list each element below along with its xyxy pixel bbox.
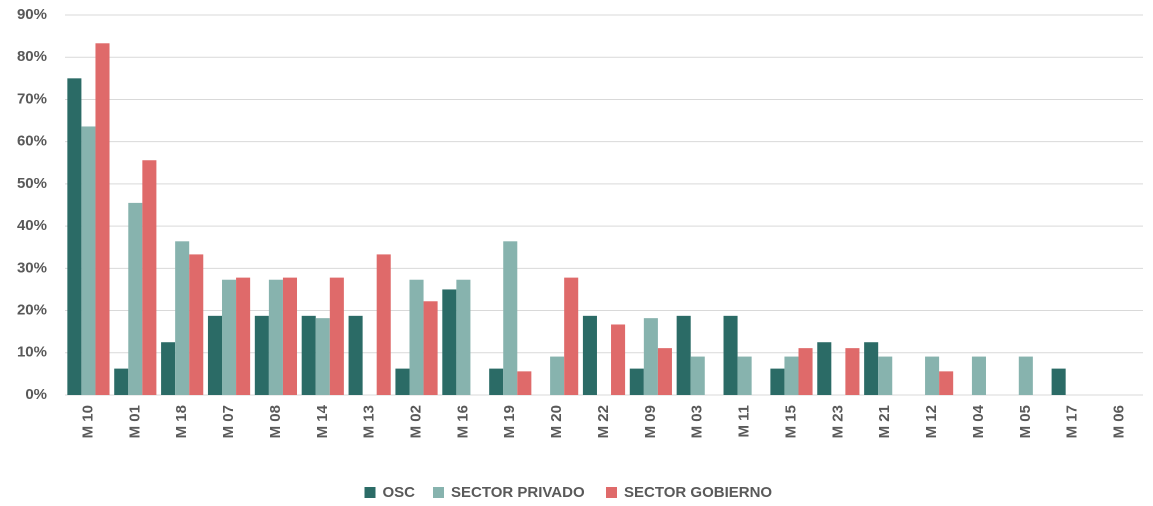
x-tick-label: M 12: [923, 405, 940, 438]
bar: [236, 277, 251, 395]
bar: [442, 289, 457, 395]
bar: [564, 277, 579, 395]
bar: [770, 368, 785, 395]
bar: [81, 126, 96, 395]
bar: [161, 342, 176, 395]
x-tick-label: M 20: [548, 405, 565, 438]
bar: [817, 342, 832, 395]
y-tick-label: 60%: [17, 133, 47, 150]
bar: [222, 279, 237, 395]
bar: [254, 315, 269, 395]
bar: [175, 241, 190, 395]
bar: [657, 348, 672, 395]
bar: [207, 315, 223, 395]
bar: [723, 315, 738, 395]
legend-label: SECTOR GOBIERNO: [624, 484, 772, 501]
bar: [456, 279, 471, 395]
x-tick-label: M 22: [595, 405, 612, 438]
x-tick-label: M 06: [1111, 405, 1128, 438]
bar: [582, 315, 597, 395]
bar: [784, 356, 799, 395]
y-tick-label: 10%: [17, 344, 47, 361]
bar: [550, 356, 565, 395]
bar: [114, 368, 129, 395]
bar: [971, 356, 986, 395]
bar: [798, 348, 813, 395]
x-tick-label: M 21: [876, 405, 893, 438]
x-tick-label: M 10: [79, 405, 96, 438]
y-tick-label: 70%: [17, 90, 47, 107]
x-tick-label: M 03: [689, 405, 706, 438]
bar: [142, 160, 157, 395]
bar: [376, 254, 391, 395]
legend-swatch: [433, 487, 444, 498]
legend-swatch: [606, 487, 617, 498]
bar: [690, 356, 705, 395]
y-tick-label: 90%: [17, 6, 47, 23]
bar: [503, 241, 518, 395]
bar: [517, 371, 532, 395]
bar: [878, 356, 893, 395]
bar: [329, 277, 344, 395]
bar: [67, 78, 82, 395]
bar: [489, 368, 504, 395]
x-tick-label: M 14: [314, 404, 331, 438]
bar: [643, 318, 658, 395]
bar: [629, 368, 644, 395]
bar: [1018, 356, 1033, 395]
x-tick-label: M 01: [126, 405, 143, 438]
legend-swatch: [364, 487, 376, 498]
y-tick-label: 30%: [17, 259, 47, 276]
x-tick-label: M 17: [1064, 405, 1081, 438]
bar: [864, 342, 879, 395]
x-tick-label: M 16: [454, 405, 471, 438]
bar: [301, 315, 316, 395]
bar: [268, 279, 283, 395]
bar: [925, 356, 940, 395]
bar: [409, 279, 424, 395]
x-tick-label: M 02: [407, 405, 424, 438]
y-tick-label: 20%: [17, 302, 47, 319]
bar: [939, 371, 954, 395]
x-tick-label: M 15: [782, 405, 799, 438]
bar: [395, 368, 410, 395]
x-tick-label: M 18: [173, 405, 190, 438]
bar: [315, 318, 330, 395]
y-tick-label: 80%: [17, 48, 47, 65]
legend-label: SECTOR PRIVADO: [451, 484, 585, 501]
x-tick-label: M 07: [220, 405, 237, 438]
bar: [95, 43, 110, 396]
x-tick-label: M 05: [1017, 405, 1034, 438]
bar: [128, 202, 143, 395]
y-tick-label: 0%: [25, 386, 47, 403]
bar: [611, 324, 626, 395]
y-tick-label: 40%: [17, 217, 47, 234]
bar: [676, 315, 691, 395]
x-tick-label: M 19: [501, 405, 518, 438]
bar: [189, 254, 204, 395]
x-tick-label: M 04: [970, 404, 987, 438]
x-tick-label: M 11: [736, 405, 753, 438]
bar: [423, 301, 438, 395]
bar: [845, 348, 860, 395]
x-tick-label: M 13: [361, 405, 378, 438]
x-tick-label: M 08: [267, 405, 284, 438]
x-tick-label: M 23: [829, 405, 846, 438]
bar: [1051, 368, 1066, 395]
legend-label: OSC: [383, 484, 416, 501]
y-tick-label: 50%: [17, 175, 47, 192]
bar: [737, 356, 752, 395]
bar: [282, 277, 298, 395]
x-tick-label: M 09: [642, 405, 659, 438]
bar: [348, 315, 363, 395]
